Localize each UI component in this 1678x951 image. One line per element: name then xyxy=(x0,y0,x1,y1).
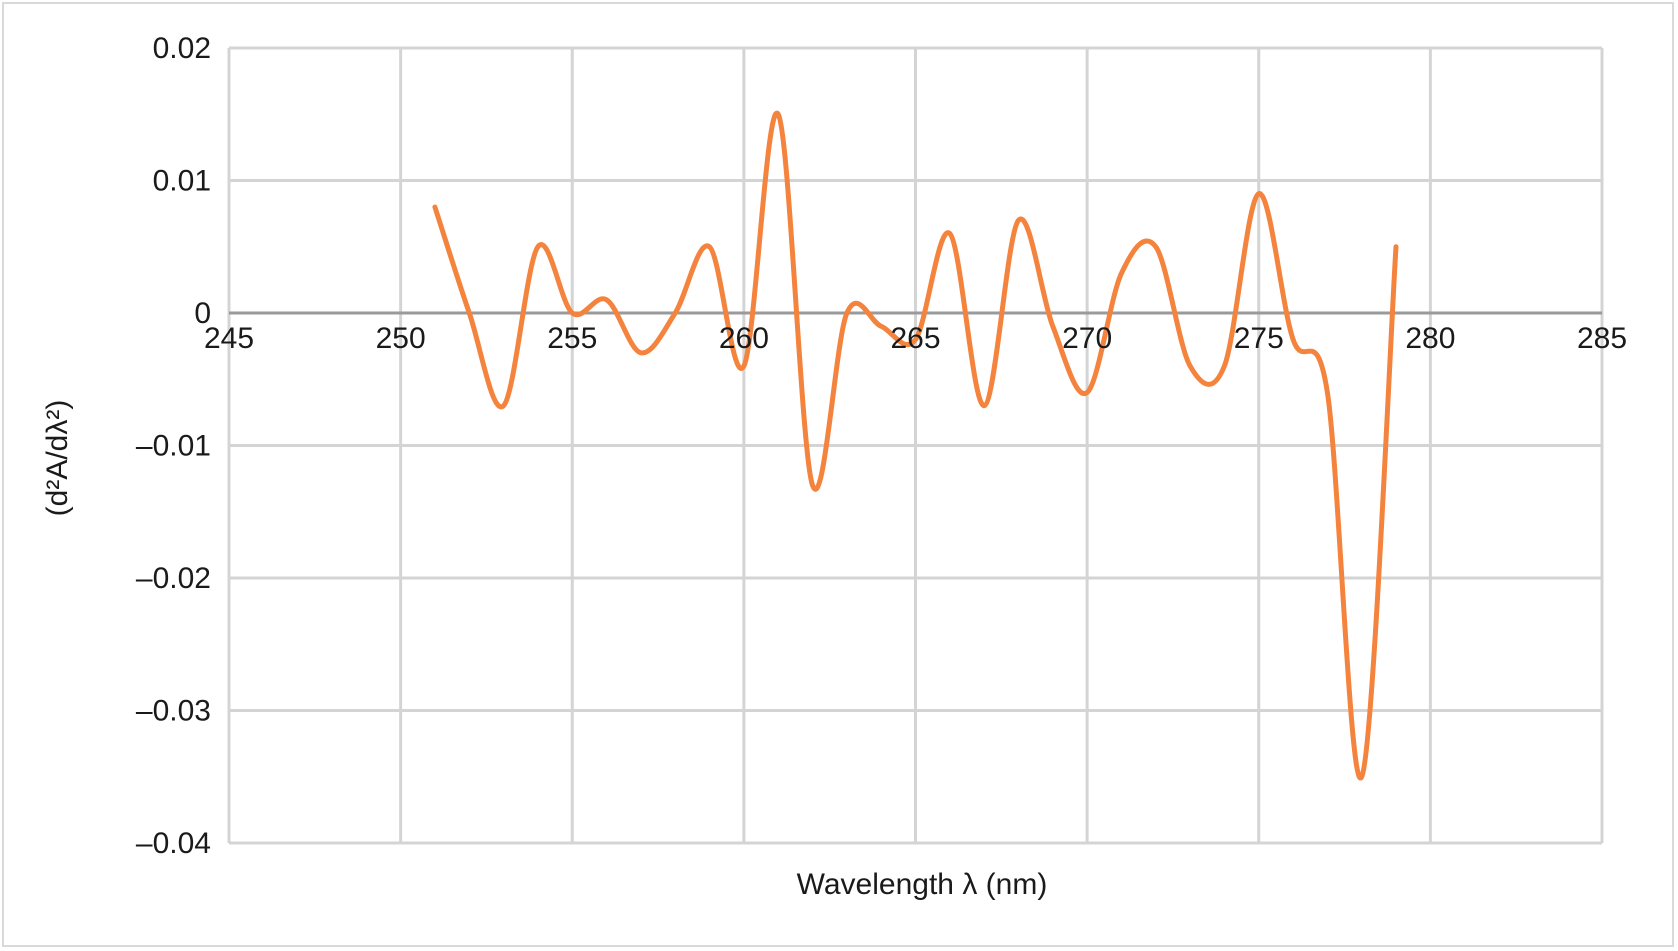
x-tick-label-250: 250 xyxy=(376,322,426,355)
x-tick-label-285: 285 xyxy=(1577,322,1627,355)
data-point-0-15 xyxy=(948,232,951,235)
data-point-0-2 xyxy=(502,404,505,407)
data-point-0-13 xyxy=(880,325,883,328)
x-tick-label-275: 275 xyxy=(1234,322,1284,355)
y-tick-label-0: 0.02 xyxy=(153,32,211,65)
x-tick-label-270: 270 xyxy=(1062,322,1112,355)
y-tick-label-6: –0.04 xyxy=(136,827,211,860)
y-tick-label-1: 0.01 xyxy=(153,165,211,198)
data-point-0-23 xyxy=(1223,365,1226,368)
data-point-0-12 xyxy=(845,312,848,315)
data-point-0-28 xyxy=(1395,245,1398,248)
data-point-0-19 xyxy=(1086,391,1089,394)
data-point-0-26 xyxy=(1326,391,1329,394)
y-axis-title: (d²A/dλ²) xyxy=(41,400,74,517)
x-tick-label-245: 245 xyxy=(204,322,254,355)
y-tick-label-3: –0.01 xyxy=(136,430,211,463)
data-point-0-20 xyxy=(1120,272,1123,275)
data-point-0-25 xyxy=(1292,338,1295,341)
data-point-0-9 xyxy=(742,365,745,368)
x-axis-title: Wavelength λ (nm) xyxy=(797,868,1048,901)
data-point-0-16 xyxy=(983,404,986,407)
data-point-0-3 xyxy=(536,245,539,248)
data-point-0-0 xyxy=(433,206,436,209)
series-layer xyxy=(432,110,1399,781)
data-point-0-24 xyxy=(1257,192,1260,195)
data-point-0-4 xyxy=(571,312,574,315)
data-point-0-7 xyxy=(674,312,677,315)
x-tick-label-255: 255 xyxy=(547,322,597,355)
series-line-0 xyxy=(432,110,1399,781)
y-tick-labels: 0.02 0.01 0 –0.01 –0.02 –0.03 –0.04 xyxy=(136,32,211,860)
y-tick-label-5: –0.03 xyxy=(136,695,211,728)
x-tick-label-265: 265 xyxy=(890,322,940,355)
y-tick-label-2: 0 xyxy=(194,297,211,330)
data-point-0-21 xyxy=(1154,245,1157,248)
x-tick-label-260: 260 xyxy=(719,322,769,355)
data-point-0-11 xyxy=(811,484,814,487)
grid-lines xyxy=(227,46,1604,845)
data-point-0-8 xyxy=(708,245,711,248)
x-tick-label-280: 280 xyxy=(1405,322,1455,355)
data-point-0-17 xyxy=(1017,219,1020,222)
data-point-0-1 xyxy=(468,312,471,315)
x-tick-labels: 245 250 255 260 265 270 275 280 285 xyxy=(204,322,1627,355)
data-point-0-18 xyxy=(1051,325,1054,328)
y-tick-label-4: –0.02 xyxy=(136,562,211,595)
data-point-0-5 xyxy=(605,298,608,301)
data-point-0-10 xyxy=(777,113,780,116)
data-point-0-22 xyxy=(1189,365,1192,368)
data-point-0-6 xyxy=(639,351,642,354)
data-point-0-27 xyxy=(1360,775,1363,778)
